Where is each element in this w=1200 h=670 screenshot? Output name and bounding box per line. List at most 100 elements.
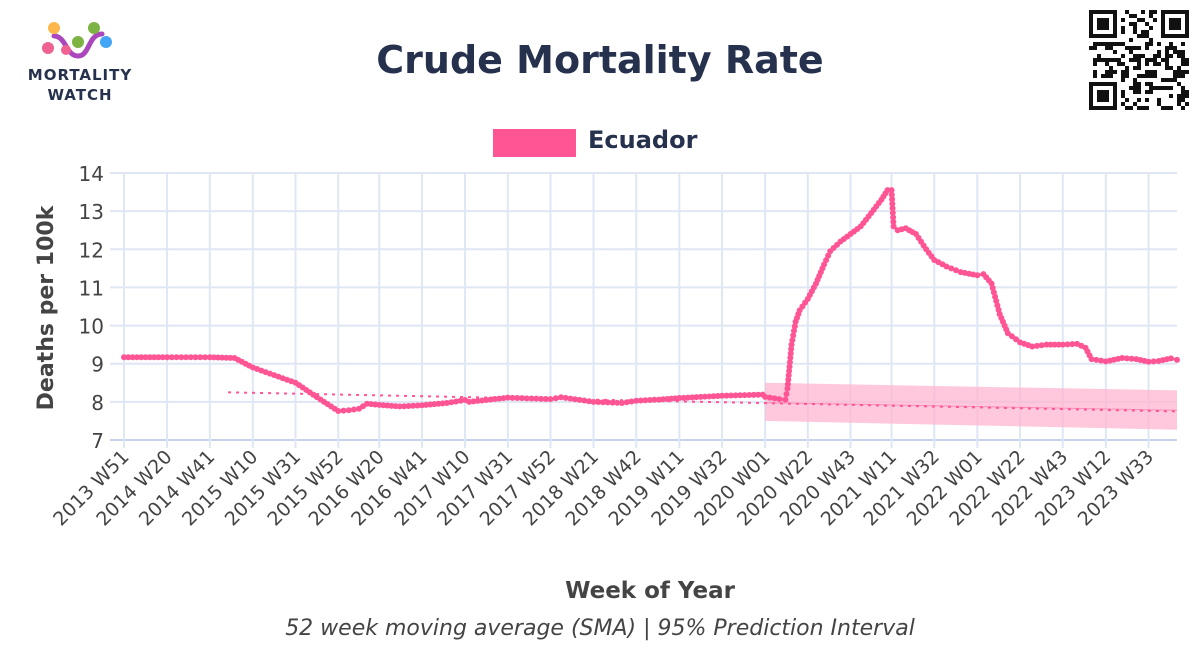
logo-dot-icon (88, 22, 100, 34)
qr-module (1129, 14, 1133, 18)
data-point-ecuador (125, 354, 132, 361)
qr-module (1093, 74, 1097, 78)
qr-module (1133, 14, 1137, 18)
data-point-ecuador (684, 394, 691, 401)
qr-module (1117, 42, 1121, 46)
data-point-ecuador (523, 395, 530, 402)
qr-module (1173, 46, 1177, 50)
qr-module (1177, 102, 1181, 106)
data-point-ecuador (405, 402, 412, 409)
data-point-ecuador (786, 359, 793, 366)
data-point-ecuador (889, 205, 896, 212)
data-point-ecuador (414, 402, 421, 409)
data-point-ecuador (783, 391, 790, 398)
data-point-ecuador (335, 408, 342, 415)
qr-module (1181, 74, 1185, 78)
qr-module (1157, 62, 1161, 66)
data-point-ecuador (585, 398, 592, 405)
qr-module (1165, 54, 1169, 58)
qr-module (1169, 66, 1173, 70)
qr-module (1169, 46, 1173, 50)
qr-module (1181, 70, 1185, 74)
data-point-ecuador (146, 354, 153, 361)
qr-module (1149, 42, 1153, 46)
data-point-ecuador (633, 397, 640, 404)
qr-module (1121, 30, 1125, 34)
qr-module (1141, 30, 1145, 34)
qr-module (1161, 86, 1165, 90)
data-point-ecuador (784, 385, 791, 392)
data-point-ecuador (1128, 355, 1135, 362)
qr-module (1105, 42, 1109, 46)
data-point-ecuador (168, 354, 175, 361)
qr-module (1169, 78, 1173, 82)
qr-module (1133, 30, 1137, 34)
data-point-ecuador (948, 265, 955, 272)
data-point-ecuador (1123, 355, 1130, 362)
data-point-ecuador (1069, 341, 1076, 348)
qr-module (1157, 98, 1161, 102)
qr-module (1181, 42, 1185, 46)
qr-finder (1169, 18, 1181, 30)
qr-finder (1097, 90, 1109, 102)
qr-module (1105, 58, 1109, 62)
qr-module (1145, 58, 1149, 62)
data-point-ecuador (410, 402, 417, 409)
qr-module (1145, 74, 1149, 78)
data-point-ecuador (771, 395, 778, 402)
qr-module (1137, 86, 1141, 90)
data-point-ecuador (790, 332, 797, 339)
qr-module (1169, 42, 1173, 46)
qr-module (1117, 62, 1121, 66)
data-point-ecuador (595, 399, 602, 406)
qr-module (1153, 86, 1157, 90)
qr-module (1137, 98, 1141, 102)
logo-dot-icon (61, 45, 71, 55)
data-point-ecuador (604, 399, 611, 406)
qr-module (1181, 58, 1185, 62)
qr-module (1173, 70, 1177, 74)
data-point-ecuador (552, 395, 559, 402)
qr-module (1149, 10, 1153, 14)
qr-module (1177, 82, 1181, 86)
data-point-ecuador (1119, 354, 1126, 361)
qr-module (1145, 62, 1149, 66)
qr-module (1177, 94, 1181, 98)
mortality-watch-logo (42, 22, 112, 59)
qr-module (1129, 86, 1133, 90)
qr-module (1181, 50, 1185, 54)
data-point-ecuador (787, 354, 794, 361)
data-point-ecuador (785, 372, 792, 379)
qr-module (1137, 106, 1141, 110)
qr-code-icon[interactable] (1089, 10, 1189, 110)
data-point-ecuador (889, 200, 896, 207)
data-point-ecuador (890, 218, 897, 225)
data-point-ecuador (890, 223, 897, 230)
qr-module (1185, 94, 1189, 98)
qr-module (1093, 70, 1097, 74)
qr-module (1177, 74, 1181, 78)
series-layer (121, 187, 1180, 415)
qr-module (1097, 58, 1101, 62)
qr-module (1169, 86, 1173, 90)
qr-module (1101, 74, 1105, 78)
qr-module (1161, 106, 1165, 110)
qr-module (1181, 98, 1185, 102)
qr-module (1133, 26, 1137, 30)
data-point-ecuador (646, 397, 653, 404)
y-axis-title: Deaths per 100k (34, 204, 59, 410)
data-point-ecuador (714, 392, 721, 399)
data-point-ecuador (159, 354, 166, 361)
qr-module (1109, 42, 1113, 46)
qr-module (1093, 58, 1097, 62)
data-point-ecuador (786, 363, 793, 370)
qr-module (1101, 42, 1105, 46)
qr-module (1109, 70, 1113, 74)
qr-module (1121, 54, 1125, 58)
data-point-ecuador (710, 393, 717, 400)
qr-module (1125, 70, 1129, 74)
qr-module (1137, 18, 1141, 22)
qr-module (1185, 70, 1189, 74)
qr-module (1165, 86, 1169, 90)
qr-module (1177, 98, 1181, 102)
